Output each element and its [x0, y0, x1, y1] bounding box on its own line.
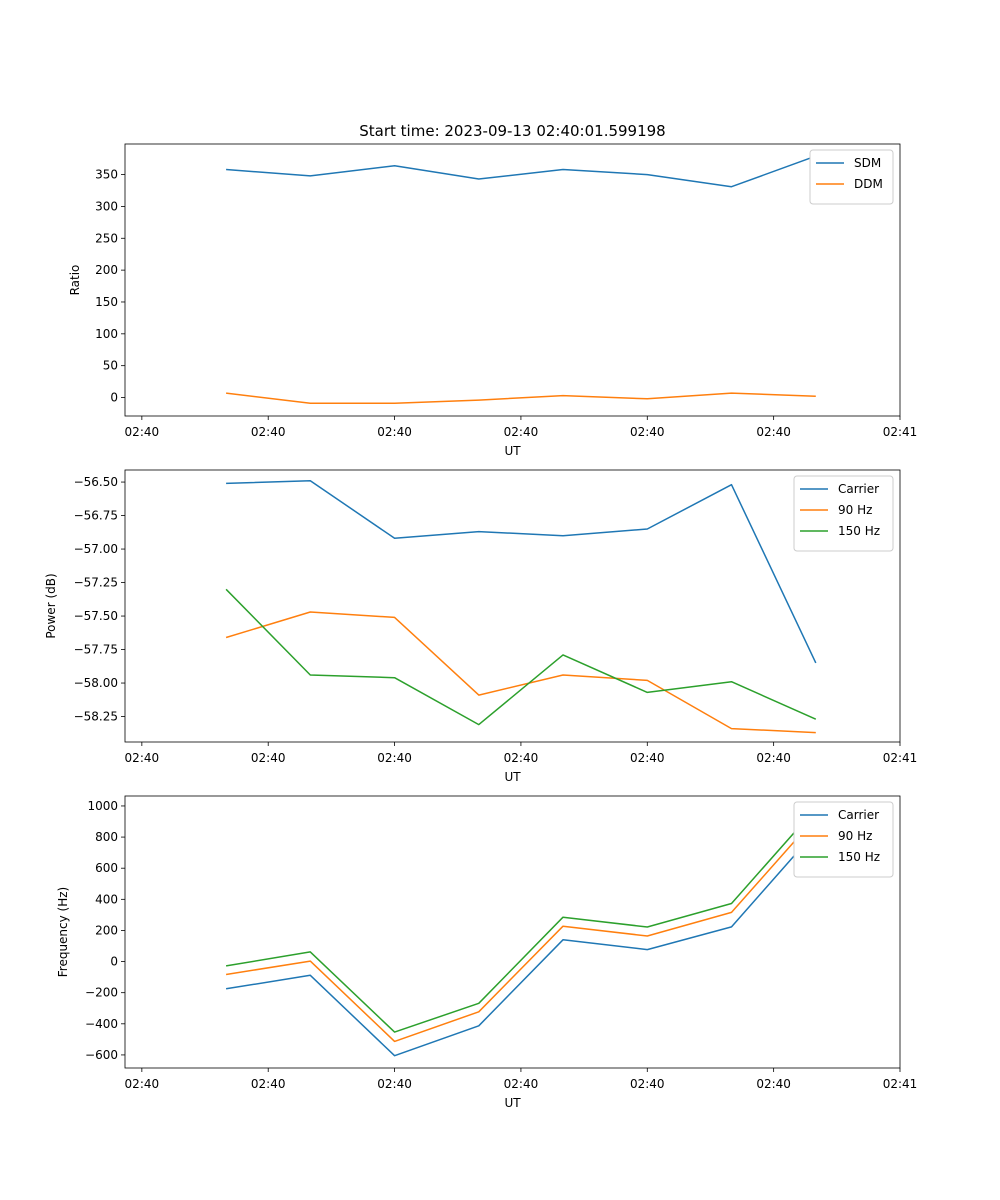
legend-box	[793, 801, 894, 878]
y-tick-label: −57.25	[74, 576, 118, 590]
legend-label: Carrier	[838, 482, 879, 496]
axes-frame	[124, 143, 901, 417]
x-tick-label: 02:40	[630, 1077, 665, 1091]
y-tick-label: 0	[110, 391, 118, 405]
x-tick-label: 02:40	[377, 1077, 412, 1091]
x-tick-label: 02:41	[883, 751, 918, 765]
y-tick-label: 1000	[87, 799, 118, 813]
subplot-1: 02:40 02:40 02:40 02:40 02:40 02:40 02:41 0 50 10…	[68, 143, 918, 458]
y-tick-label: 200	[95, 923, 118, 937]
legend: Carrier 90 Hz 150 Hz	[793, 801, 894, 878]
legend-label: 150 Hz	[838, 850, 880, 864]
y-tick-label: 400	[95, 892, 118, 906]
axes-frame	[124, 469, 901, 743]
subplot-2: 02:40 02:40 02:40 02:40 02:40 02:40 02:41 −56.5…	[44, 469, 918, 784]
x-tick-label: 02:41	[883, 425, 918, 439]
series-line-90-hz	[225, 611, 816, 734]
x-tick-label: 02:40	[125, 1077, 160, 1091]
y-tick-label: 300	[95, 199, 118, 213]
x-tick-label: 02:40	[125, 425, 160, 439]
x-tick-label: 02:40	[756, 751, 791, 765]
y-tick-label: −56.50	[74, 475, 118, 489]
figure-title: Start time: 2023-09-13 02:40:01.599198	[359, 122, 665, 140]
y-tick-label: −57.75	[74, 643, 118, 657]
x-tick-label: 02:40	[756, 425, 791, 439]
y-axis-label: Ratio	[68, 265, 82, 296]
y-tick-label: 200	[95, 263, 118, 277]
series-line-150-hz	[225, 807, 817, 1033]
y-tick-label: −600	[85, 1048, 118, 1062]
x-axis-label: UT	[504, 444, 521, 458]
subplot-3: 02:40 02:40 02:40 02:40 02:40 02:40 02:41 −600 −…	[56, 795, 918, 1110]
series-line-carrier	[226, 479, 817, 664]
x-axis-label: UT	[504, 1096, 521, 1110]
legend-label: DDM	[854, 177, 883, 191]
legend: SDM DDM	[809, 149, 894, 205]
y-tick-label: 250	[95, 231, 118, 245]
legend-label: 150 Hz	[838, 524, 880, 538]
x-axis-label: UT	[504, 770, 521, 784]
x-tick-label: 02:41	[883, 1077, 918, 1091]
y-tick-label: −400	[85, 1017, 118, 1031]
x-tick-label: 02:40	[504, 1077, 539, 1091]
series-line-carrier	[225, 830, 817, 1057]
legend-box	[793, 475, 894, 552]
x-tick-label: 02:40	[756, 1077, 791, 1091]
y-axis-label: Power (dB)	[44, 573, 58, 638]
y-tick-label: −58.00	[74, 676, 118, 690]
legend-label: 90 Hz	[838, 503, 872, 517]
series-line-sdm	[226, 155, 817, 188]
y-tick-label: 100	[95, 327, 118, 341]
y-tick-label: −56.75	[74, 509, 118, 523]
y-tick-label: −58.25	[74, 710, 118, 724]
x-tick-label: 02:40	[630, 425, 665, 439]
y-tick-label: 150	[95, 295, 118, 309]
x-tick-label: 02:40	[377, 425, 412, 439]
series-line-90-hz	[225, 816, 817, 1043]
y-tick-label: 800	[95, 830, 118, 844]
y-axis-label: Frequency (Hz)	[56, 887, 70, 978]
legend-label: SDM	[854, 156, 881, 170]
series-line-ddm	[226, 392, 816, 405]
x-tick-label: 02:40	[504, 751, 539, 765]
x-tick-label: 02:40	[125, 751, 160, 765]
x-tick-label: 02:40	[251, 425, 286, 439]
legend-label: Carrier	[838, 808, 879, 822]
x-tick-label: 02:40	[251, 751, 286, 765]
y-tick-label: −57.50	[74, 609, 118, 623]
legend: Carrier 90 Hz 150 Hz	[793, 475, 894, 552]
axes-frame	[124, 795, 901, 1069]
series-line-150-hz	[225, 588, 817, 726]
x-tick-label: 02:40	[630, 751, 665, 765]
y-tick-label: 350	[95, 168, 118, 182]
legend-label: 90 Hz	[838, 829, 872, 843]
y-tick-label: 0	[110, 955, 118, 969]
y-tick-label: −57.00	[74, 542, 118, 556]
x-tick-label: 02:40	[504, 425, 539, 439]
x-tick-label: 02:40	[377, 751, 412, 765]
y-tick-label: −200	[85, 986, 118, 1000]
y-tick-label: 600	[95, 861, 118, 875]
y-tick-label: 50	[103, 359, 118, 373]
x-tick-label: 02:40	[251, 1077, 286, 1091]
